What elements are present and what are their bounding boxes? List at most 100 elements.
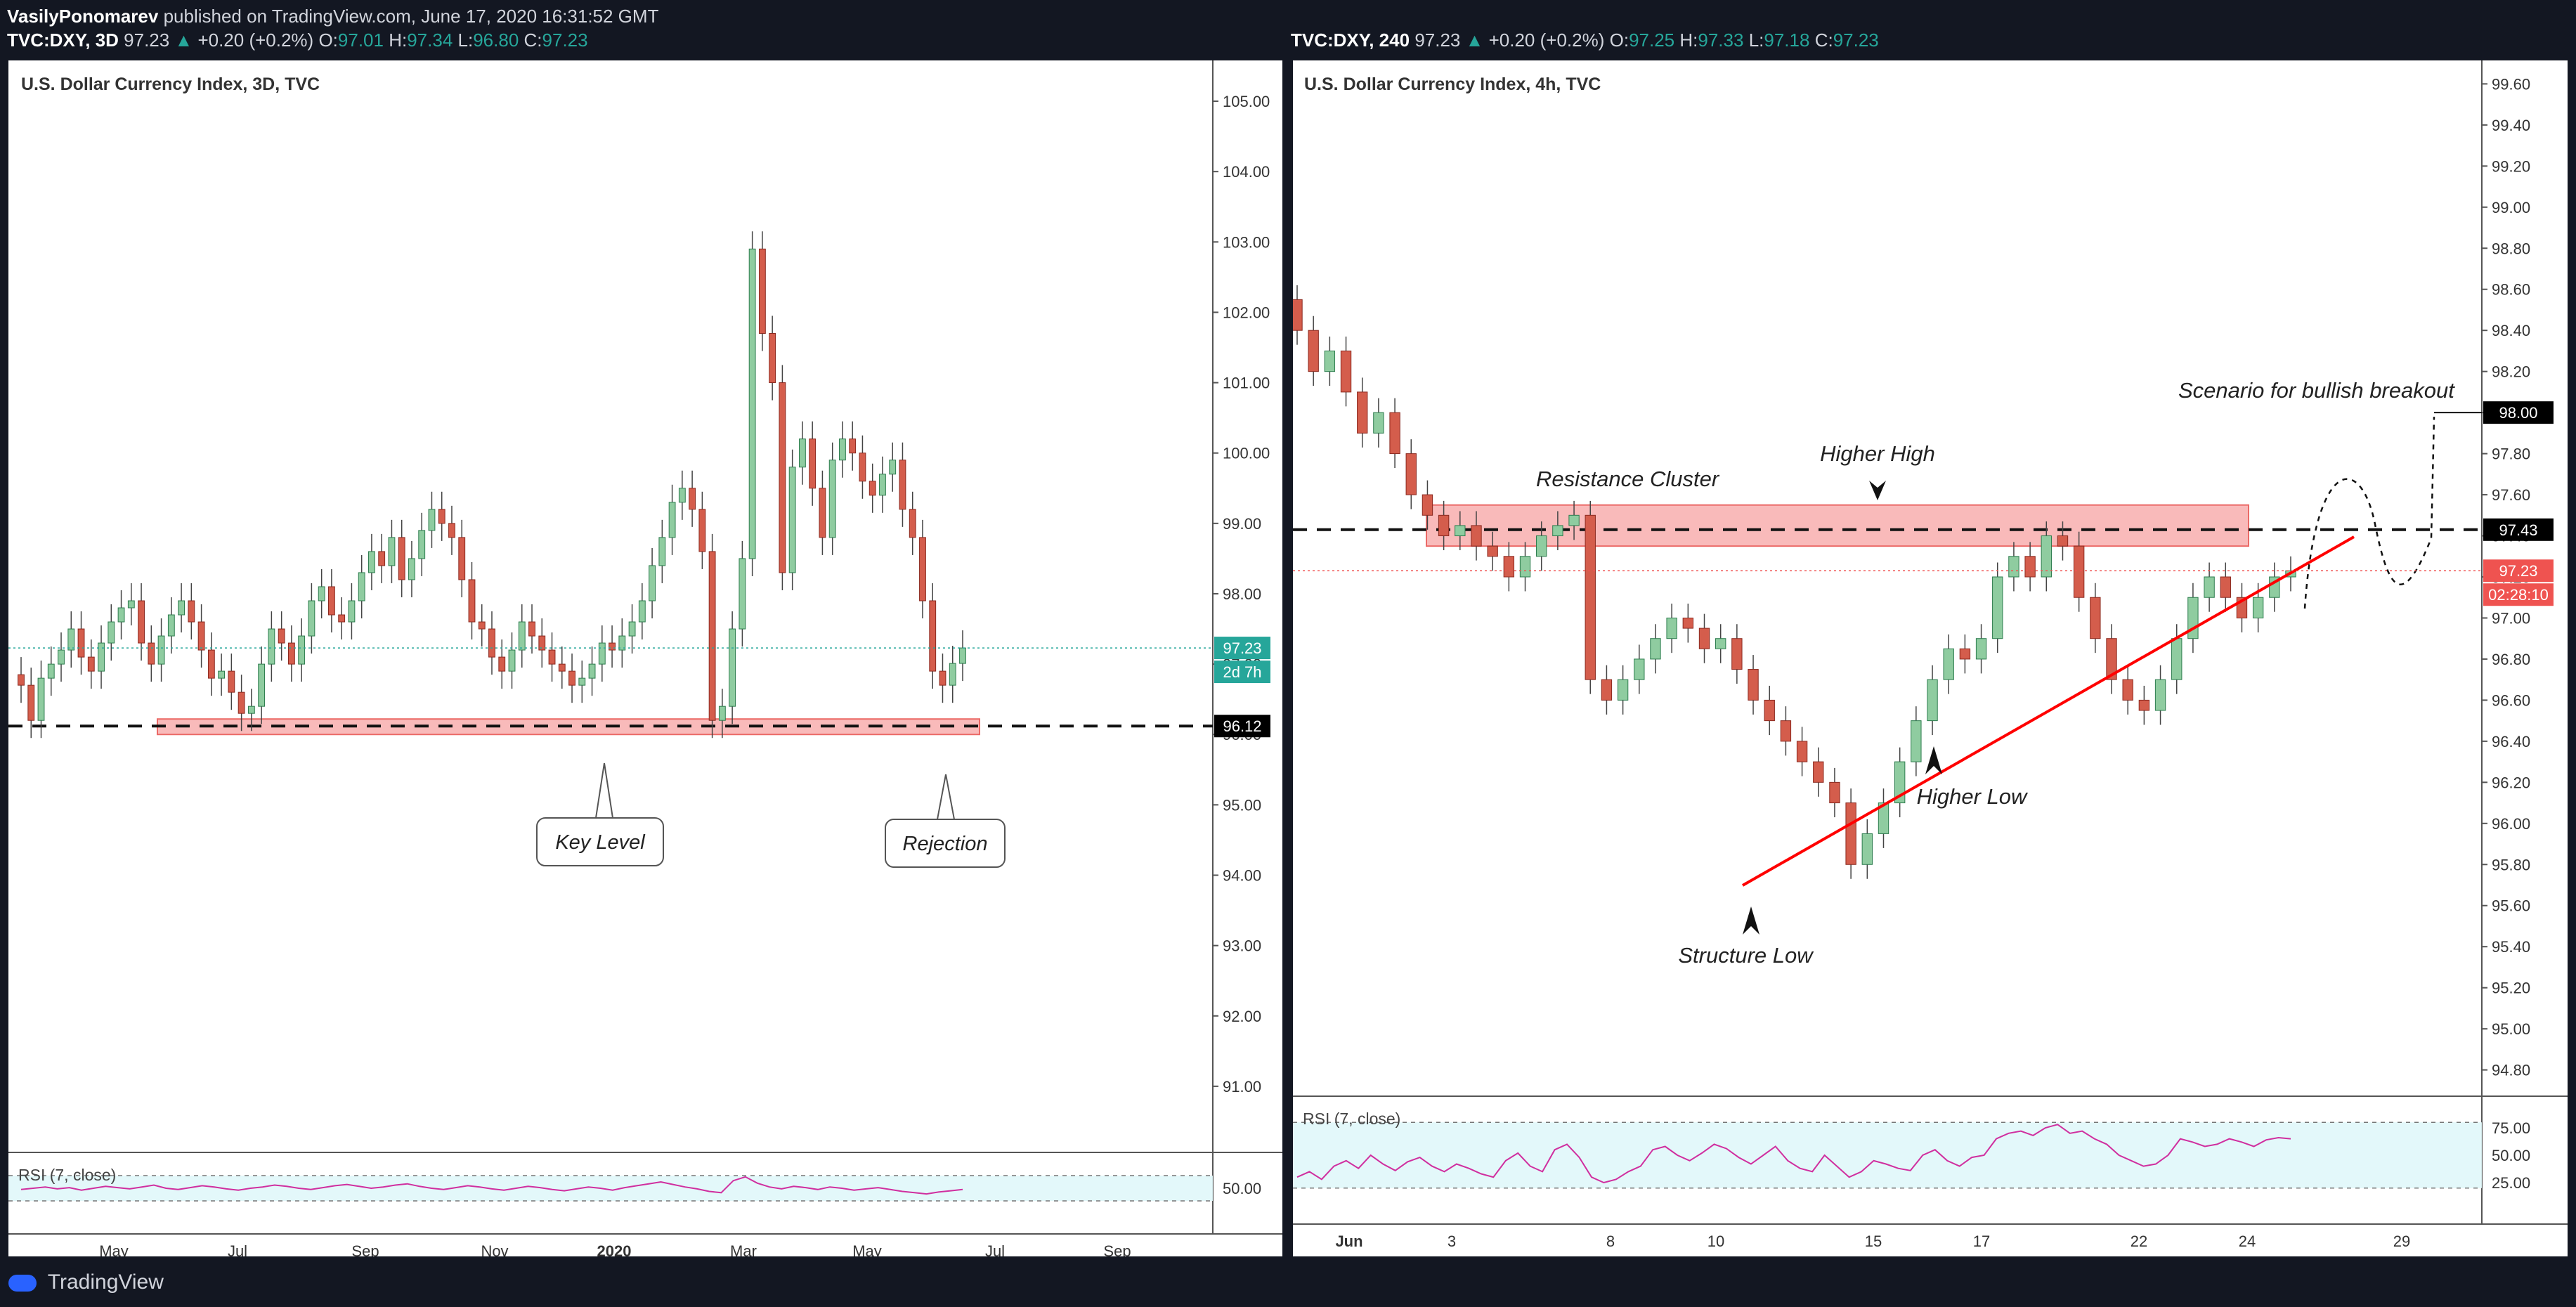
y-tick-label: 93.00	[1223, 937, 1261, 955]
candle-body	[1552, 525, 1563, 537]
candle-body	[1519, 556, 1531, 578]
left-price-labels: 97.23 2d 7h 96.12	[8, 637, 1270, 738]
candle-body	[298, 635, 306, 665]
candle-body	[327, 586, 335, 616]
x-tick-label: 29	[2393, 1233, 2410, 1250]
candle-body	[458, 537, 466, 580]
candle-body	[127, 600, 135, 609]
candle-body	[919, 537, 926, 602]
left-chart-panel[interactable]: U.S. Dollar Currency Index, 3D, TVC 105.…	[8, 60, 1282, 1256]
y-tick-label: 98.00	[1223, 585, 1261, 603]
left-rsi-pane[interactable]: RSI (7, close) 50.00	[8, 1166, 1261, 1202]
candle-body	[788, 467, 796, 573]
candle-body	[2171, 638, 2183, 680]
y-tick-label: 100.00	[1223, 445, 1270, 462]
countdown-text: 02:28:10	[2488, 586, 2549, 604]
candle-body	[828, 460, 836, 538]
x-tick-label: Sep	[351, 1242, 379, 1256]
y-tick-label: 99.40	[2492, 117, 2530, 134]
tradingview-logo[interactable]: TradingView	[8, 1270, 164, 1294]
higher-low-label: Higher Low	[1917, 784, 2029, 809]
candle-body	[1293, 299, 1303, 331]
y-tick-label: 98.60	[2492, 281, 2530, 299]
left-open: 97.01	[337, 30, 384, 51]
y-tick-label: 98.80	[2492, 240, 2530, 257]
right-annotations[interactable]: Resistance Cluster Higher High Higher Low S…	[1536, 378, 2482, 968]
candle-body	[889, 460, 897, 475]
last-price-tag	[1214, 637, 1270, 660]
x-tick-label: May	[99, 1242, 129, 1256]
candle-body	[588, 663, 596, 679]
right-chart-svg[interactable]: U.S. Dollar Currency Index, 4h, TVC 99.6…	[1293, 60, 2568, 1256]
left-axis: 105.00 104.00 103.00 102.00 101.00 100.00 99.0…	[8, 60, 1282, 1256]
candle-body	[1748, 669, 1759, 701]
candle-body	[689, 488, 696, 510]
left-support-zone[interactable]	[8, 718, 1213, 736]
right-chart-panel[interactable]: U.S. Dollar Currency Index, 4h, TVC 99.6…	[1293, 60, 2568, 1256]
candle-body	[1894, 761, 1906, 804]
y-tick-label: 96.20	[2492, 774, 2530, 791]
candle-body	[318, 586, 325, 602]
candle-body	[138, 600, 145, 644]
left-symbol[interactable]: TVC:DXY, 3D	[7, 30, 119, 51]
candle-body	[398, 537, 405, 580]
candle-body	[649, 565, 656, 602]
candle-body	[1536, 535, 1547, 557]
right-low: 97.18	[1764, 30, 1810, 51]
rsi-line	[1296, 1124, 2291, 1184]
author-name[interactable]: VasilyPonomarev	[7, 6, 159, 27]
tradingview-cloud-icon	[8, 1275, 37, 1292]
candle-body	[1340, 350, 1352, 393]
candle-body	[1357, 391, 1368, 434]
candle-body	[729, 628, 736, 707]
left-annotations[interactable]: Key Level Rejection	[536, 762, 1006, 868]
higher-low-arrow-icon	[1925, 746, 1942, 774]
candle-body	[558, 663, 566, 672]
candle-body	[929, 600, 937, 672]
right-price: 97.23	[1414, 30, 1461, 51]
structure-low-label: Structure Low	[1678, 943, 1814, 968]
candle-body	[1503, 556, 1515, 578]
candle-body	[1845, 802, 1856, 865]
left-low: 96.80	[473, 30, 519, 51]
x-tick-label: 17	[1973, 1233, 1990, 1250]
candle-body	[488, 628, 495, 658]
candle-body	[1992, 576, 2003, 639]
candle-body	[598, 642, 606, 665]
y-tick-label: 98.20	[2492, 363, 2530, 381]
left-candles[interactable]	[18, 231, 966, 739]
candle-body	[207, 649, 215, 679]
x-tick-label: Sep	[1103, 1242, 1131, 1256]
candle-body	[178, 600, 186, 616]
candle-body	[1308, 330, 1319, 372]
candle-body	[809, 438, 817, 489]
right-resistance-zone[interactable]	[1293, 504, 2482, 547]
candle-body	[508, 649, 516, 672]
bullish-scenario-label: Scenario for bullish breakout	[2178, 378, 2455, 403]
candle-body	[658, 537, 666, 566]
x-tick-label: 3	[1448, 1233, 1456, 1250]
projection-path	[2303, 417, 2435, 609]
right-rsi-pane[interactable]: RSI (7, close) 75.00 50.00 25.00	[1293, 1110, 2530, 1192]
candle-body	[1927, 679, 1938, 722]
y-tick-label: 96.80	[2492, 651, 2530, 668]
candle-body	[1650, 638, 1661, 660]
key-level-callout-box	[536, 817, 664, 866]
right-symbol[interactable]: TVC:DXY, 240	[1291, 30, 1410, 51]
x-tick-label: 2020	[597, 1242, 632, 1256]
candle-body	[638, 600, 646, 623]
left-chart-svg[interactable]: U.S. Dollar Currency Index, 3D, TVC 105.…	[8, 60, 1282, 1256]
candle-body	[358, 572, 365, 602]
y-tick-label: 105.00	[1223, 93, 1270, 110]
y-tick-label: 99.60	[2492, 75, 2530, 93]
key-level-text: 96.12	[1223, 717, 1261, 735]
candle-body	[859, 453, 866, 482]
y-tick-label: 96.40	[2492, 733, 2530, 750]
candle-body	[1634, 658, 1645, 680]
rsi-tick-label: 75.00	[2492, 1119, 2530, 1137]
x-tick-label: Jun	[1335, 1233, 1362, 1250]
candle-body	[939, 670, 947, 686]
right-candles[interactable]	[1293, 285, 2296, 879]
candle-body	[2138, 699, 2150, 711]
left-chart-title: U.S. Dollar Currency Index, 3D, TVC	[21, 74, 320, 94]
